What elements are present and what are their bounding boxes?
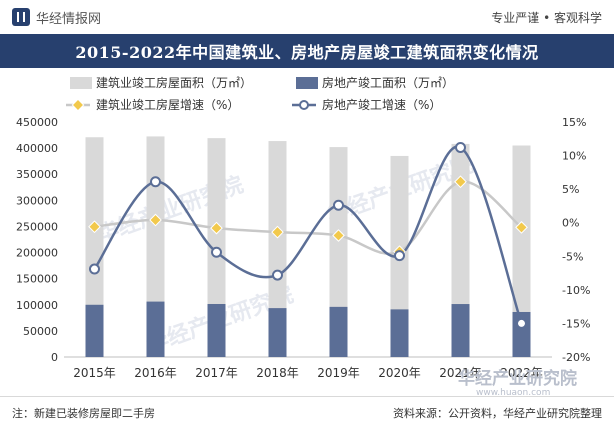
bar-construction-area bbox=[85, 137, 104, 357]
bar-realestate-area bbox=[329, 306, 348, 357]
point-realestate-growth bbox=[394, 250, 405, 262]
x-tick-label: 2020年 bbox=[378, 366, 421, 380]
y-left-tick-label: 300000 bbox=[16, 194, 58, 207]
point-construction-growth bbox=[210, 221, 223, 235]
site-name: 华经情报网 bbox=[36, 11, 102, 27]
legend-swatch bbox=[296, 77, 318, 89]
bar-realestate-area bbox=[146, 301, 165, 357]
y-left-tick-label: 100000 bbox=[16, 299, 58, 312]
top-bar: 华经情报网 专业严谨 • 客观科学 bbox=[0, 0, 614, 34]
x-tick-label: 2015年 bbox=[73, 366, 116, 380]
legend-label: 房地产竣工增速（%） bbox=[322, 97, 441, 112]
legend-label: 建筑业竣工房屋增速（%） bbox=[96, 97, 239, 112]
point-realestate-growth bbox=[333, 199, 344, 211]
y-right-tick-label: 0% bbox=[562, 217, 579, 230]
legend-marker bbox=[71, 98, 85, 112]
y-left-tick-label: 250000 bbox=[16, 220, 58, 233]
y-left-tick-label: 450000 bbox=[16, 116, 58, 129]
chart-title: 2015-2022年中国建筑业、房地产房屋竣工建筑面积变化情况 bbox=[75, 43, 539, 62]
bar-realestate-area bbox=[451, 304, 470, 357]
x-tick-label: 2021年 bbox=[439, 366, 482, 380]
bar-construction-area bbox=[329, 147, 348, 357]
watermark-brand: 华经产业研究院 bbox=[458, 368, 577, 389]
watermark-url: www.huaon.com bbox=[476, 388, 550, 396]
y-left-tick-label: 200000 bbox=[16, 247, 58, 260]
slogan: 专业严谨 • 客观科学 bbox=[491, 10, 602, 25]
y-right-tick-label: -10% bbox=[562, 284, 590, 297]
y-right-tick-label: 15% bbox=[562, 116, 586, 129]
y-left-tick-label: 350000 bbox=[16, 168, 58, 181]
legend-marker bbox=[299, 100, 309, 110]
bar-realestate-area bbox=[268, 308, 287, 357]
legend-swatch bbox=[70, 77, 92, 89]
y-right-tick-label: 10% bbox=[562, 150, 586, 163]
y-right-tick-label: -15% bbox=[562, 317, 590, 330]
point-construction-growth bbox=[332, 229, 345, 242]
bar-realestate-area bbox=[390, 309, 409, 357]
chart: 华经产业研究院华经产业研究院华经产业研究院建筑业竣工房屋面积（万㎡）房地产竣工面… bbox=[16, 75, 590, 396]
point-construction-growth bbox=[515, 221, 528, 234]
point-construction-growth bbox=[149, 213, 162, 227]
y-left-tick-label: 50000 bbox=[23, 325, 58, 338]
source-note: 资料来源：公开资料，华经产业研究院整理 bbox=[393, 407, 602, 420]
brand: 华经情报网 bbox=[12, 8, 101, 27]
bar-realestate-area bbox=[207, 303, 226, 357]
point-realestate-growth bbox=[516, 317, 527, 329]
y-left-tick-label: 400000 bbox=[16, 142, 58, 155]
x-tick-label: 2017年 bbox=[195, 366, 238, 380]
bar-realestate-area bbox=[85, 304, 104, 357]
point-construction-growth bbox=[88, 220, 101, 234]
x-tick-label: 2019年 bbox=[317, 366, 360, 380]
bar-construction-area bbox=[268, 141, 287, 357]
legend-label: 房地产竣工面积（万㎡） bbox=[322, 75, 454, 90]
point-realestate-growth bbox=[455, 142, 466, 154]
footnote: 注：新建已装修房屋即二手房 bbox=[12, 407, 155, 420]
point-realestate-growth bbox=[89, 263, 100, 275]
logo-icon bbox=[12, 8, 30, 26]
x-tick-label: 2018年 bbox=[256, 366, 299, 380]
bar-construction-area bbox=[451, 143, 470, 357]
x-tick-label: 2022年 bbox=[500, 366, 543, 380]
point-realestate-growth bbox=[211, 246, 222, 258]
y-right-tick-label: -20% bbox=[562, 351, 590, 364]
y-right-tick-label: -5% bbox=[562, 250, 583, 263]
point-construction-growth bbox=[271, 225, 284, 239]
y-left-tick-label: 150000 bbox=[16, 273, 58, 286]
legend-label: 建筑业竣工房屋面积（万㎡） bbox=[96, 75, 252, 90]
title-bar: 2015-2022年中国建筑业、房地产房屋竣工建筑面积变化情况 bbox=[0, 34, 614, 68]
point-construction-growth bbox=[454, 175, 467, 189]
point-realestate-growth bbox=[150, 176, 161, 188]
point-realestate-growth bbox=[272, 269, 283, 281]
y-right-tick-label: 5% bbox=[562, 183, 579, 196]
x-tick-label: 2016年 bbox=[134, 366, 177, 380]
y-left-tick-label: 0 bbox=[51, 351, 58, 364]
footer: 注：新建已装修房屋即二手房 资料来源：公开资料，华经产业研究院整理 bbox=[0, 396, 614, 429]
